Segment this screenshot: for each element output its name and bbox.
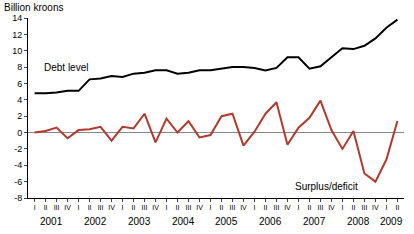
svg-text:2005: 2005	[215, 216, 238, 227]
svg-text:Surplus/deficit: Surplus/deficit	[295, 181, 358, 192]
svg-text:IV: IV	[284, 204, 291, 211]
svg-text:IV: IV	[64, 204, 71, 211]
svg-text:2004: 2004	[172, 216, 195, 227]
svg-text:III: III	[318, 204, 324, 211]
svg-text:2006: 2006	[259, 216, 282, 227]
svg-text:IV: IV	[152, 204, 159, 211]
svg-text:-2: -2	[14, 144, 22, 154]
svg-text:-6: -6	[14, 177, 22, 187]
svg-text:III: III	[142, 204, 148, 211]
svg-text:II: II	[44, 204, 48, 211]
svg-text:2: 2	[17, 111, 22, 121]
svg-text:0: 0	[17, 128, 22, 138]
svg-text:IV: IV	[108, 204, 115, 211]
svg-text:II: II	[132, 204, 136, 211]
svg-text:I: I	[385, 204, 387, 211]
svg-text:2007: 2007	[303, 216, 326, 227]
svg-text:II: II	[264, 204, 268, 211]
svg-text:IV: IV	[240, 204, 247, 211]
svg-text:II: II	[395, 204, 399, 211]
svg-text:I: I	[78, 204, 80, 211]
svg-text:IV: IV	[372, 204, 379, 211]
svg-text:2001: 2001	[40, 216, 63, 227]
svg-text:I: I	[341, 204, 343, 211]
svg-text:I: I	[254, 204, 256, 211]
svg-text:IV: IV	[328, 204, 335, 211]
svg-text:8: 8	[17, 62, 22, 72]
svg-text:II: II	[176, 204, 180, 211]
svg-text:-4: -4	[14, 160, 22, 170]
svg-text:I: I	[122, 204, 124, 211]
svg-text:III: III	[230, 204, 236, 211]
svg-text:III: III	[186, 204, 192, 211]
svg-text:2002: 2002	[84, 216, 107, 227]
svg-text:14: 14	[12, 13, 22, 23]
svg-text:I: I	[166, 204, 168, 211]
svg-text:III: III	[54, 204, 60, 211]
svg-text:6: 6	[17, 79, 22, 89]
svg-text:2009: 2009	[380, 216, 403, 227]
svg-text:III: III	[361, 204, 367, 211]
svg-text:12: 12	[12, 30, 22, 40]
svg-text:2008: 2008	[347, 216, 370, 227]
svg-text:I: I	[297, 204, 299, 211]
svg-text:II: II	[88, 204, 92, 211]
svg-text:2003: 2003	[128, 216, 151, 227]
svg-text:II: II	[308, 204, 312, 211]
svg-text:10: 10	[12, 46, 22, 56]
svg-text:4: 4	[17, 95, 22, 105]
svg-text:II: II	[351, 204, 355, 211]
svg-text:Debt level: Debt level	[44, 62, 88, 73]
svg-text:II: II	[220, 204, 224, 211]
svg-text:I: I	[210, 204, 212, 211]
svg-text:IV: IV	[196, 204, 203, 211]
svg-text:III: III	[98, 204, 104, 211]
svg-text:III: III	[274, 204, 280, 211]
svg-text:I: I	[34, 204, 36, 211]
svg-text:Billion kroons: Billion kroons	[4, 2, 63, 13]
svg-text:-8: -8	[14, 193, 22, 203]
